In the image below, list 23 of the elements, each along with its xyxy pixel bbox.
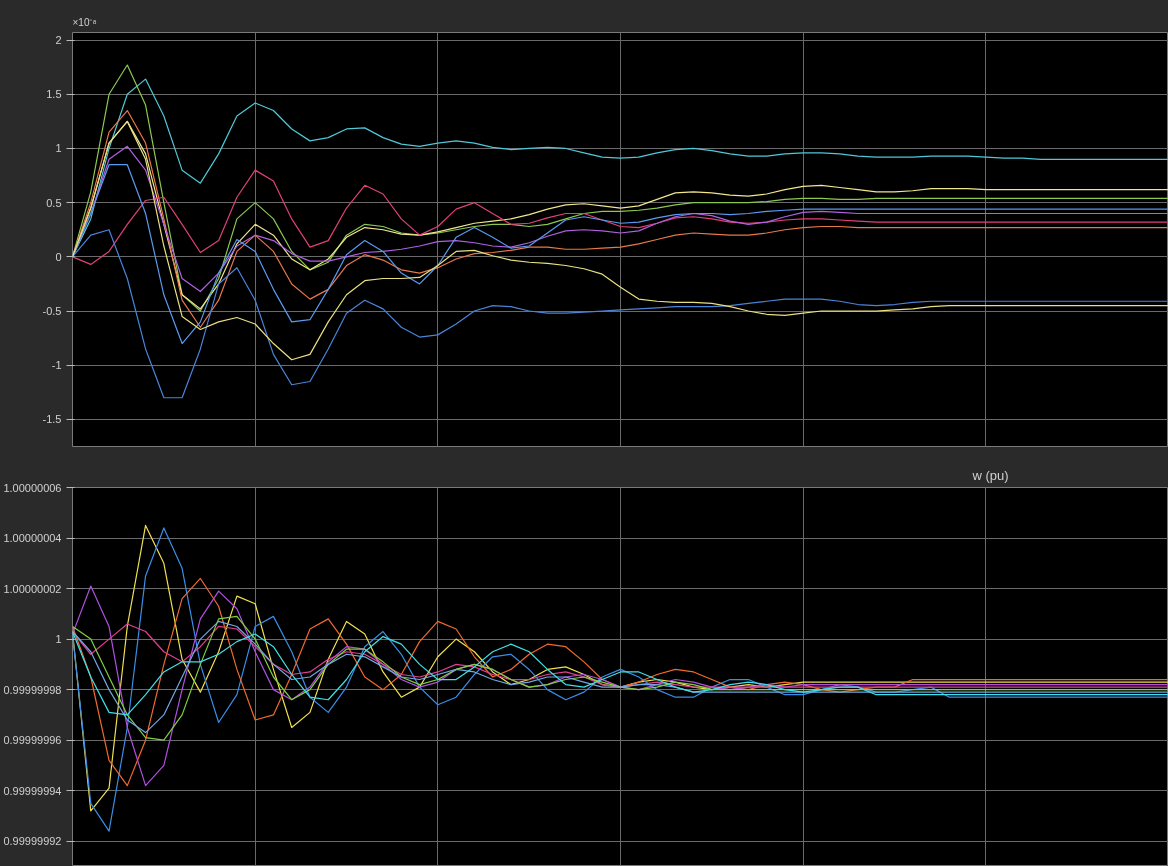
line-series (72, 229, 1168, 399)
line-series (72, 64, 1168, 312)
y-tick-label: 1 (55, 142, 62, 155)
y-tick-label: 0.99999996 (3, 734, 62, 747)
y-tick-label: -0.5 (42, 305, 62, 318)
y-tick-label: 1 (55, 633, 62, 646)
y-tick-label: 0.99999992 (3, 835, 62, 848)
y-tick-label: 1.5 (46, 88, 62, 101)
chart-title: w (pu) (971, 467, 1009, 483)
text: ×10⁻⁸ (72, 16, 97, 28)
y-tick-label: -1.5 (42, 413, 62, 426)
y-tick-label: 2 (55, 34, 62, 47)
y-tick-label: 0.5 (46, 196, 62, 209)
y-tick-label: 1.00000002 (3, 582, 62, 595)
y-tick-label: 0 (55, 250, 62, 263)
y-tick-label: 1.00000006 (3, 481, 62, 494)
y-tick-label: -1 (51, 359, 62, 372)
y-tick-label: 0.99999994 (3, 784, 62, 797)
line-series (72, 120, 1168, 361)
y-tick-label: 0.99999998 (3, 683, 62, 696)
y-tick-label: 1.00000004 (3, 532, 62, 545)
line-series (72, 630, 1168, 716)
line-series (72, 169, 1168, 266)
